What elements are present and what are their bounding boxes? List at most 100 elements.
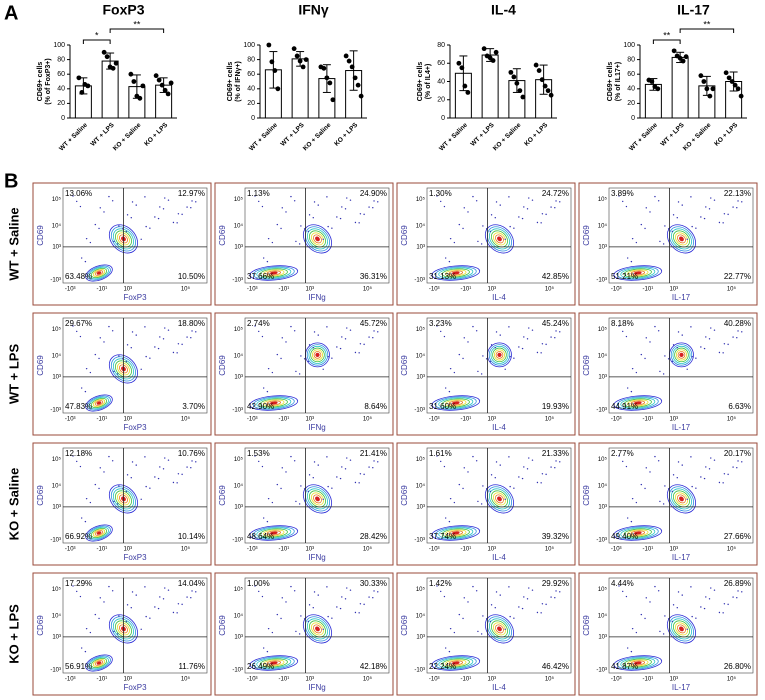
event-dot — [657, 200, 660, 202]
event-dot — [526, 468, 529, 470]
plot-frame — [214, 312, 394, 436]
contour — [486, 226, 513, 252]
event-dot — [157, 477, 160, 480]
contour — [448, 660, 464, 666]
y-axis-label: CD69+ cells — [37, 62, 44, 102]
event-dot — [300, 615, 302, 617]
event-dot — [559, 591, 561, 593]
y-axis-label: CD69 — [36, 615, 45, 636]
data-point — [508, 69, 514, 75]
contour — [94, 400, 104, 406]
event-dot — [172, 351, 175, 354]
y-tick-label: 10³ — [416, 374, 425, 380]
event-dot — [144, 326, 146, 328]
data-point — [490, 58, 496, 63]
contour — [451, 271, 460, 275]
y-tick-label: 10⁵ — [52, 196, 62, 203]
event-dot — [300, 485, 302, 487]
event-dot — [271, 241, 274, 244]
x-tick-label: 10⁵ — [545, 416, 555, 423]
event-dot — [528, 457, 530, 459]
x-tick-label: -10¹ — [279, 677, 290, 683]
contour — [308, 620, 326, 638]
contour — [486, 486, 513, 512]
event-dot — [508, 326, 510, 328]
contour — [679, 626, 684, 632]
event-dot — [267, 367, 270, 370]
event-dot — [672, 214, 675, 216]
panel-label: B — [4, 170, 18, 192]
event-dot — [654, 325, 656, 328]
event-dot — [359, 603, 362, 605]
event-dot — [444, 647, 447, 649]
event-dot — [509, 225, 511, 228]
y-tick-label: 10³ — [598, 504, 607, 510]
event-dot — [732, 206, 734, 208]
event-dot — [489, 360, 492, 363]
event-dot — [499, 594, 501, 596]
event-dot — [195, 201, 197, 203]
data-point — [128, 71, 134, 77]
y-tick-label: 10⁵ — [234, 326, 244, 333]
event-dot — [190, 466, 192, 469]
event-dot — [191, 330, 193, 332]
event-dot — [262, 387, 265, 389]
event-dot — [80, 257, 83, 259]
contour — [616, 656, 659, 670]
event-dot — [354, 481, 357, 484]
event-dot — [154, 216, 156, 218]
event-dot — [98, 357, 100, 360]
contour — [497, 626, 502, 632]
event-dot — [125, 620, 128, 623]
event-dot — [436, 585, 438, 587]
event-dot — [372, 336, 374, 339]
event-dot — [536, 481, 539, 484]
x-axis-label: IFNg — [308, 553, 325, 562]
event-dot — [462, 617, 464, 620]
x-axis-label: IL-17 — [672, 423, 691, 432]
event-dot — [144, 456, 146, 458]
event-dot — [113, 630, 115, 633]
event-dot — [700, 216, 702, 218]
row-label: KO + Saline — [6, 468, 21, 541]
data-point — [269, 59, 275, 65]
y-axis-label: (% of FoxP3+) — [45, 58, 52, 104]
event-dot — [475, 200, 478, 202]
error-bar — [349, 50, 358, 91]
contour — [252, 656, 295, 670]
event-dot — [135, 464, 137, 466]
plot-area — [608, 447, 754, 544]
contour — [114, 490, 132, 508]
significance-label: * — [95, 30, 99, 40]
contour — [249, 655, 299, 671]
event-dot — [671, 490, 674, 493]
event-dot — [440, 460, 442, 463]
contour — [448, 530, 464, 536]
contour — [117, 232, 130, 246]
plot-frame — [396, 442, 576, 566]
event-dot — [722, 482, 724, 484]
event-dot — [436, 455, 438, 457]
flow-plot: 1.42% 29.92% 22.24% 46.42% -10³ -10¹ 10³ 10⁵ -10… — [396, 572, 576, 696]
event-dot — [659, 370, 661, 373]
chart-title: IL-17 — [677, 2, 710, 18]
quadrant-percent: 3.23% — [429, 319, 452, 328]
event-dot — [737, 330, 739, 332]
contour — [677, 624, 686, 634]
event-dot — [84, 390, 87, 393]
event-dot — [89, 241, 92, 244]
contour — [434, 526, 477, 540]
contour — [119, 234, 128, 244]
x-tick-label: -10¹ — [97, 417, 108, 423]
quadrant-percent: 3.89% — [611, 189, 634, 198]
event-dot — [732, 466, 734, 468]
event-dot — [458, 483, 461, 486]
plot-frame — [214, 572, 394, 696]
event-dot — [618, 195, 620, 197]
data-point — [294, 53, 300, 59]
contour — [497, 496, 502, 502]
event-dot — [285, 601, 287, 603]
plot-area — [244, 577, 390, 674]
quadrant-percent: 45.72% — [360, 319, 387, 328]
event-dot — [280, 487, 282, 490]
